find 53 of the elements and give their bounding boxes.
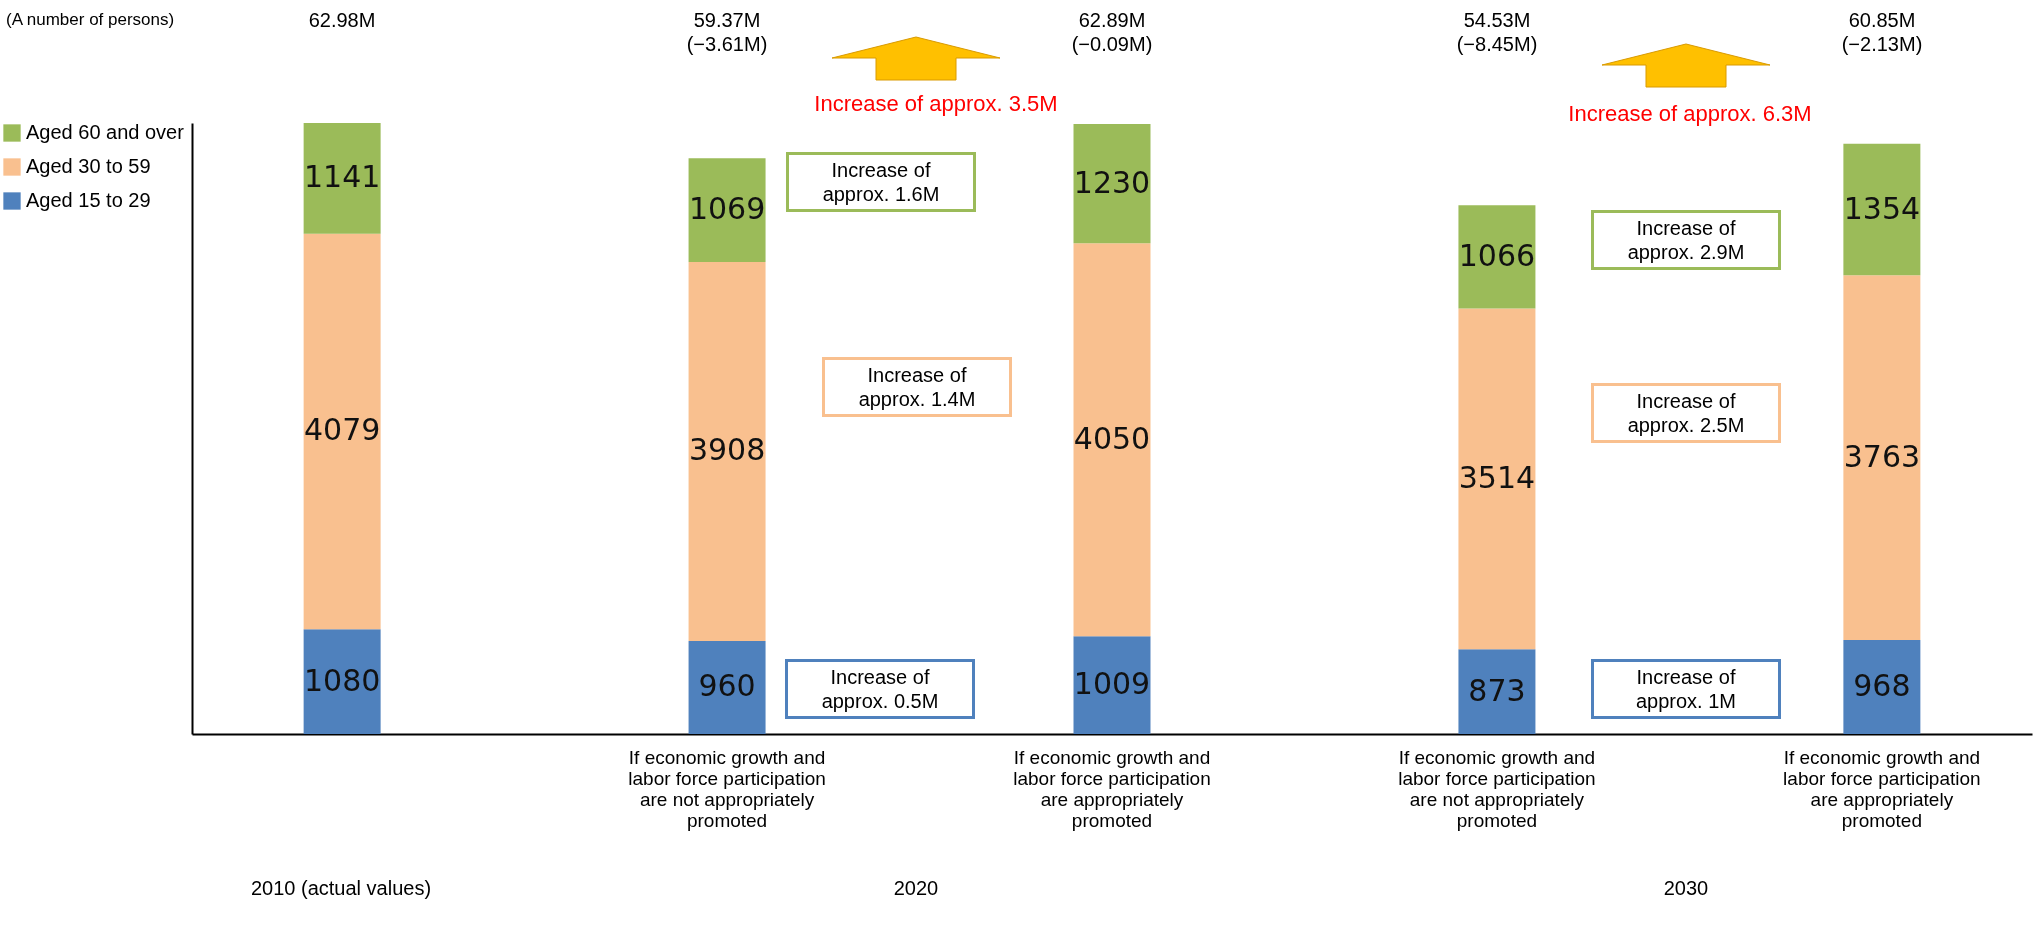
data-label: 1069 — [688, 191, 766, 227]
data-label: 4050 — [1073, 420, 1151, 456]
text: 62.98M — [308, 9, 376, 31]
annotation: Increase of approx. 6.3M — [1568, 101, 1812, 126]
bar — [1843, 275, 1921, 641]
outlined-box: Increase of approx. 2.9M — [1591, 210, 1781, 270]
bar — [1073, 243, 1151, 637]
data-label: 3514 — [1458, 459, 1536, 495]
outlined-box: Increase of approx. 1M — [1591, 659, 1781, 719]
x-tick-label: If economic growth and labor force participation are appropriately promoted — [1013, 746, 1211, 831]
data-label: 968 — [1853, 668, 1911, 704]
bar — [1843, 640, 1921, 734]
data-label: 4079 — [303, 412, 381, 448]
text: 62.89M (−0.09M) — [1071, 9, 1153, 55]
text: 59.37M (−3.61M) — [686, 9, 768, 55]
bar — [303, 629, 381, 734]
bar — [1843, 143, 1921, 276]
data-label: 1354 — [1843, 190, 1921, 226]
bar — [688, 158, 766, 262]
text: (A number of persons) — [6, 10, 175, 29]
data-label: 1066 — [1458, 237, 1536, 273]
data-label: 1080 — [303, 662, 381, 698]
outlined-box: Increase of approx. 2.5M — [1591, 383, 1781, 443]
data-label: 960 — [698, 668, 756, 704]
data-label: 1141 — [303, 159, 381, 195]
x-tick-label: If economic growth and labor force participation are appropriately promoted — [1783, 746, 1981, 831]
outlined-box: Increase of approx. 1.4M — [822, 357, 1012, 417]
text: 2030 — [1663, 877, 1709, 899]
data-label: 3763 — [1843, 438, 1921, 474]
outlined-box: Increase of approx. 1.6M — [786, 152, 976, 212]
data-label: 1230 — [1073, 164, 1151, 200]
text: 2010 (actual values) — [250, 877, 432, 899]
data-label: 1009 — [1073, 666, 1151, 702]
legend-label: Aged 30 to 59 — [26, 155, 151, 177]
text: Increase of approx. 3.5M — [814, 91, 1058, 116]
text: 60.85M (−2.13M) — [1841, 9, 1923, 55]
legend-label: Aged 60 and over — [26, 121, 185, 143]
bar — [688, 640, 766, 734]
text: 2020 — [893, 877, 939, 899]
bar — [1458, 205, 1536, 309]
legend-label: Aged 15 to 29 — [26, 189, 151, 211]
data-label: 873 — [1468, 672, 1526, 708]
bar — [1073, 124, 1151, 244]
outlined-box: Increase of approx. 0.5M — [785, 659, 975, 719]
bar — [303, 123, 381, 234]
bar — [1458, 308, 1536, 650]
bar — [688, 261, 766, 641]
text: 54.53M (−8.45M) — [1456, 9, 1538, 55]
bar — [1458, 649, 1536, 734]
x-tick-label: If economic growth and labor force participation are not appropriately promoted — [1398, 746, 1596, 831]
data-label: 3908 — [688, 432, 766, 468]
bar — [303, 233, 381, 630]
x-tick-label: If economic growth and labor force participation are not appropriately promoted — [628, 746, 826, 831]
